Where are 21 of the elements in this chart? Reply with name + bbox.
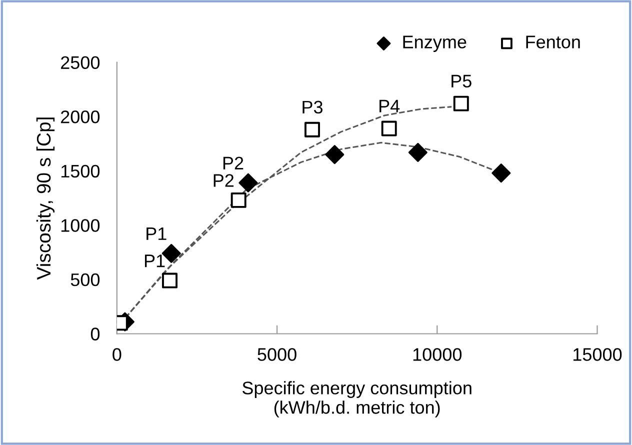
x-axis-title: Specific energy consumption (kWh/b.d. metric ton) [242, 381, 472, 418]
legend-label: Fenton [526, 36, 580, 48]
x-tick-label: 10000 [413, 348, 462, 361]
x-tick-label: 15000 [574, 348, 622, 361]
y-tick-label: 500 [70, 273, 100, 286]
annotation: P5 [452, 74, 472, 88]
y-tick-label: 1500 [61, 164, 100, 178]
annotation: P2 [214, 174, 234, 187]
annotation: P3 [302, 100, 322, 114]
annotation: P1 [144, 254, 165, 268]
y-tick-label: 0 [90, 328, 100, 340]
y-tick-label: 2500 [61, 56, 100, 70]
annotation: P4 [380, 100, 400, 112]
legend-label: Enzyme [403, 36, 466, 52]
y-tick-label: 2000 [61, 110, 100, 124]
x-tick-label: 5000 [258, 348, 296, 361]
annotation: P2 [223, 156, 244, 170]
y-tick-label: 1000 [61, 219, 100, 232]
y-axis-title: Viscosity, 90 s [Cp] [36, 118, 55, 280]
x-tick-label: 0 [112, 348, 122, 361]
annotation: P1 [146, 228, 166, 240]
